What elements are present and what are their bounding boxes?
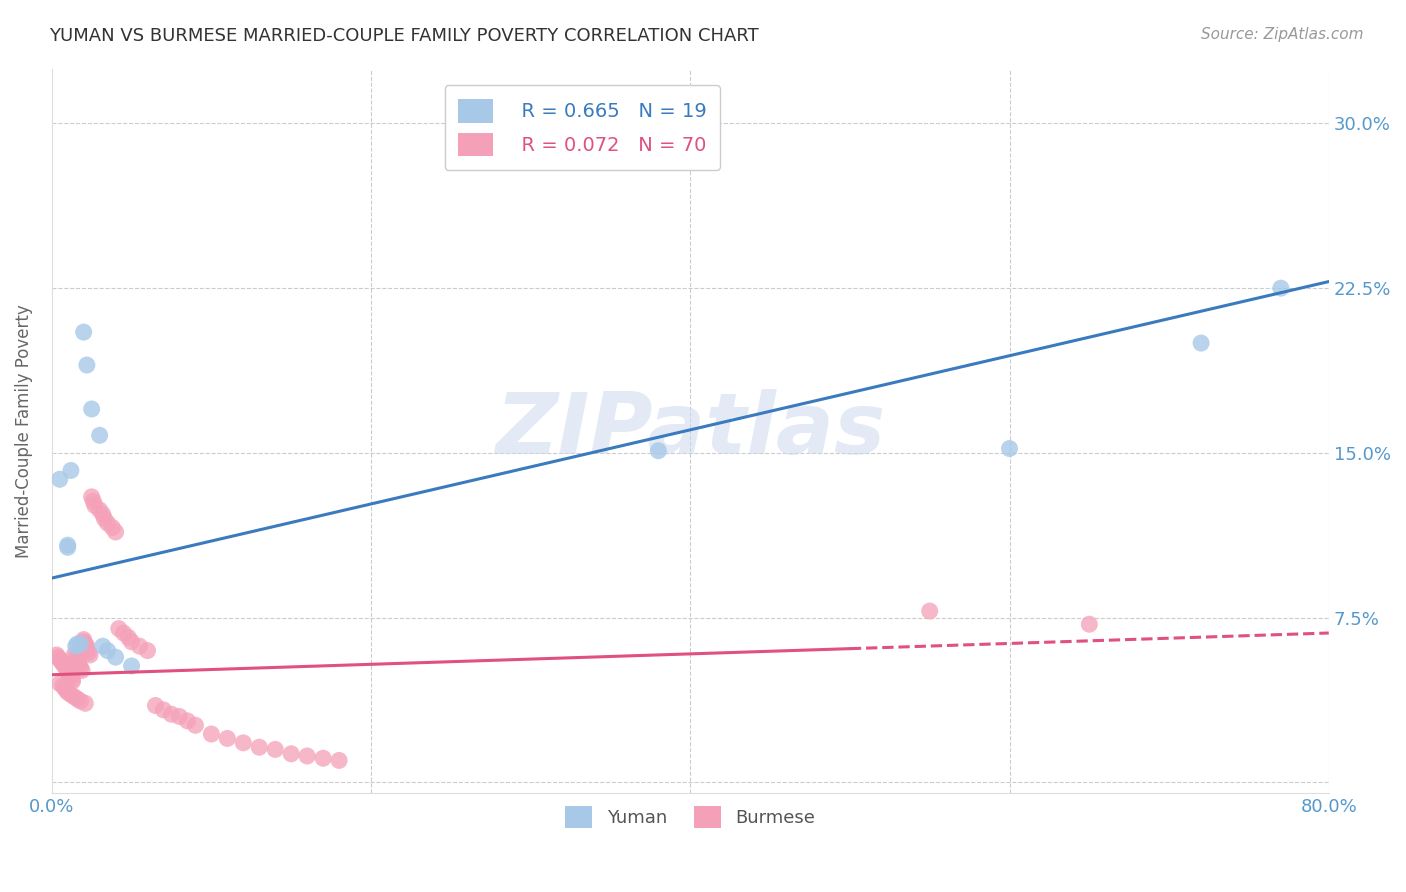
- Point: [59, 688, 82, 702]
- Point: [107, 622, 129, 636]
- Point: [91, 508, 114, 522]
- Point: [82, 494, 104, 508]
- Point: [73, 632, 96, 647]
- Point: [145, 698, 167, 713]
- Point: [247, 740, 270, 755]
- Point: [104, 524, 127, 539]
- Point: [328, 753, 350, 767]
- Point: [152, 703, 174, 717]
- Point: [56, 538, 79, 552]
- Point: [104, 650, 127, 665]
- Point: [52, 657, 75, 671]
- Point: [136, 643, 159, 657]
- Point: [76, 643, 98, 657]
- Point: [232, 736, 254, 750]
- Point: [80, 401, 103, 416]
- Point: [89, 428, 111, 442]
- Point: [53, 659, 76, 673]
- Point: [77, 646, 100, 660]
- Point: [69, 637, 91, 651]
- Legend: Yuman, Burmese: Yuman, Burmese: [558, 798, 823, 835]
- Point: [89, 503, 111, 517]
- Point: [176, 714, 198, 728]
- Point: [66, 637, 89, 651]
- Point: [59, 463, 82, 477]
- Point: [264, 742, 287, 756]
- Point: [67, 659, 90, 673]
- Point: [62, 672, 84, 686]
- Point: [97, 643, 120, 657]
- Point: [65, 652, 87, 666]
- Point: [169, 709, 191, 723]
- Point: [75, 637, 97, 651]
- Point: [93, 512, 115, 526]
- Text: ZIPatlas: ZIPatlas: [495, 390, 886, 473]
- Y-axis label: Married-Couple Family Poverty: Married-Couple Family Poverty: [15, 304, 32, 558]
- Point: [53, 681, 76, 695]
- Point: [65, 650, 87, 665]
- Point: [918, 604, 941, 618]
- Point: [1189, 336, 1212, 351]
- Point: [200, 727, 222, 741]
- Point: [67, 657, 90, 671]
- Point: [51, 655, 73, 669]
- Point: [59, 670, 82, 684]
- Point: [217, 731, 239, 746]
- Point: [56, 665, 79, 680]
- Point: [58, 667, 80, 681]
- Point: [121, 659, 143, 673]
- Point: [45, 648, 67, 662]
- Point: [66, 655, 89, 669]
- Point: [83, 499, 105, 513]
- Point: [121, 634, 143, 648]
- Point: [112, 626, 135, 640]
- Point: [184, 718, 207, 732]
- Point: [48, 652, 70, 666]
- Point: [76, 639, 98, 653]
- Point: [76, 358, 98, 372]
- Point: [1078, 617, 1101, 632]
- Point: [312, 751, 335, 765]
- Point: [48, 676, 70, 690]
- Point: [80, 490, 103, 504]
- Point: [56, 685, 79, 699]
- Point: [55, 683, 77, 698]
- Point: [101, 520, 124, 534]
- Point: [69, 694, 91, 708]
- Point: [66, 692, 89, 706]
- Point: [63, 690, 86, 704]
- Point: [63, 648, 86, 662]
- Point: [62, 674, 84, 689]
- Point: [97, 516, 120, 531]
- Point: [46, 650, 69, 665]
- Point: [73, 325, 96, 339]
- Point: [56, 664, 79, 678]
- Point: [128, 639, 150, 653]
- Point: [117, 631, 139, 645]
- Text: Source: ZipAtlas.com: Source: ZipAtlas.com: [1201, 27, 1364, 42]
- Point: [75, 696, 97, 710]
- Point: [70, 664, 93, 678]
- Point: [91, 639, 114, 653]
- Point: [55, 661, 77, 675]
- Point: [295, 749, 318, 764]
- Point: [647, 443, 669, 458]
- Point: [73, 634, 96, 648]
- Point: [280, 747, 302, 761]
- Point: [79, 648, 101, 662]
- Point: [998, 442, 1021, 456]
- Point: [160, 707, 183, 722]
- Point: [69, 661, 91, 675]
- Text: YUMAN VS BURMESE MARRIED-COUPLE FAMILY POVERTY CORRELATION CHART: YUMAN VS BURMESE MARRIED-COUPLE FAMILY P…: [49, 27, 759, 45]
- Point: [52, 679, 75, 693]
- Point: [65, 639, 87, 653]
- Point: [56, 541, 79, 555]
- Point: [1270, 281, 1292, 295]
- Point: [48, 472, 70, 486]
